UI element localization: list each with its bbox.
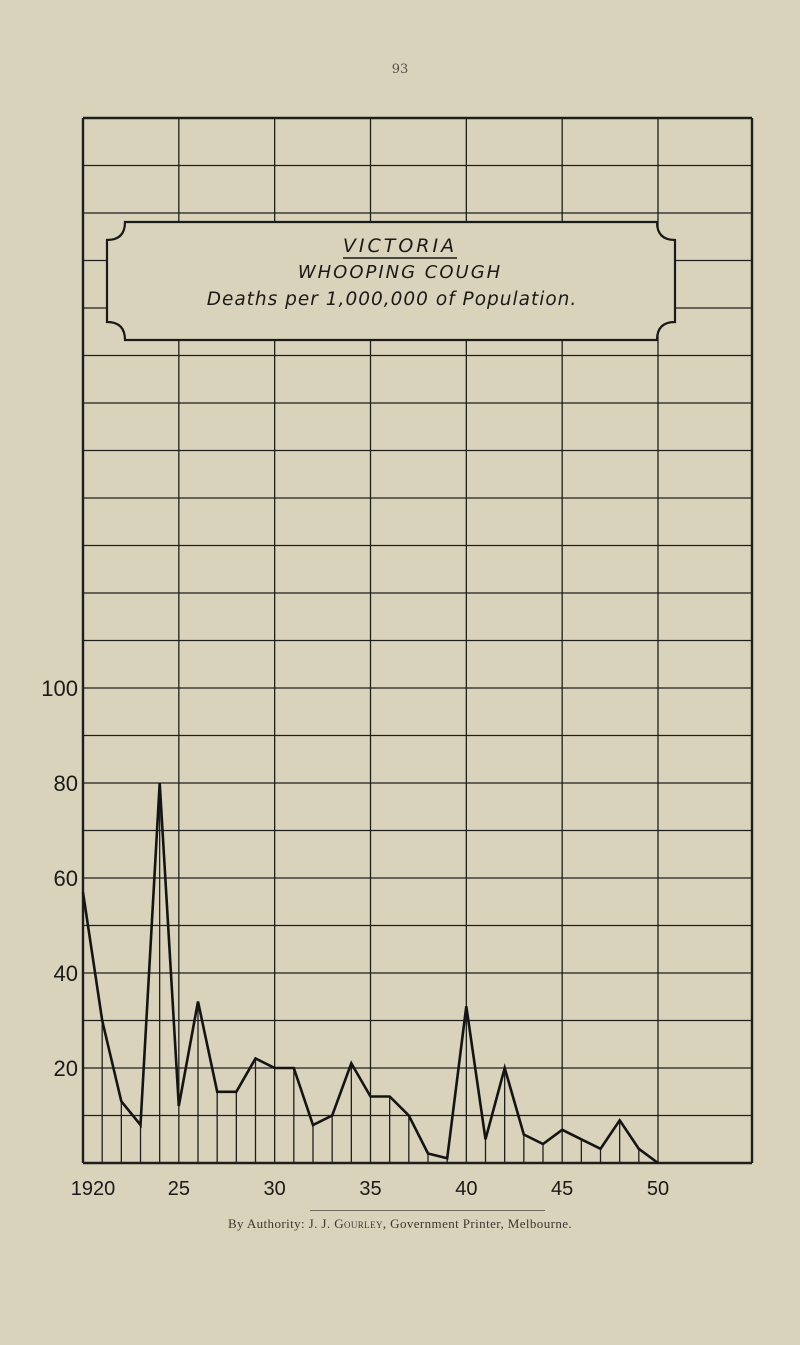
y-tick-label: 60 [54, 866, 78, 891]
chart-title: VICTORIA [343, 235, 457, 257]
page-number: 93 [391, 62, 409, 77]
whooping-cough-chart: VICTORIA WHOOPING COUGH Deaths per 1,000… [41, 116, 754, 1200]
y-tick-label: 100 [41, 676, 78, 701]
data-line [81, 782, 659, 1165]
x-tick-label: 35 [359, 1178, 381, 1200]
x-tick-label: 45 [551, 1178, 573, 1200]
title-frame [105, 220, 677, 342]
x-tick-label: 30 [264, 1178, 286, 1200]
footer-prefix: By Authority: J. J. [227, 1216, 335, 1231]
footer-suffix: , Government Printer, Melbourne. [382, 1216, 573, 1231]
x-tick-label: 50 [647, 1178, 669, 1200]
x-tick-label: 40 [455, 1178, 477, 1200]
y-tick-label: 40 [54, 961, 78, 986]
title-box: VICTORIA WHOOPING COUGH Deaths per 1,000… [105, 220, 677, 342]
x-axis-labels: 1920 25 30 35 40 45 50 [71, 1178, 669, 1200]
x-tick-label: 25 [168, 1178, 190, 1200]
footer-imprint: By Authority: J. J. Gourley, Government … [0, 1216, 800, 1232]
y-axis-labels: 20 40 60 80 100 [41, 676, 78, 1081]
year-drop-lines [101, 783, 640, 1163]
x-tick-label: 1920 [71, 1178, 116, 1200]
footer-printer-name: Gourley [334, 1216, 383, 1231]
y-tick-label: 80 [54, 771, 78, 796]
chart-subtitle: WHOOPING COUGH [298, 262, 502, 283]
y-tick-label: 20 [54, 1056, 78, 1081]
chart-caption: Deaths per 1,000,000 of Population. [207, 289, 578, 310]
footer-rule [310, 1210, 545, 1211]
